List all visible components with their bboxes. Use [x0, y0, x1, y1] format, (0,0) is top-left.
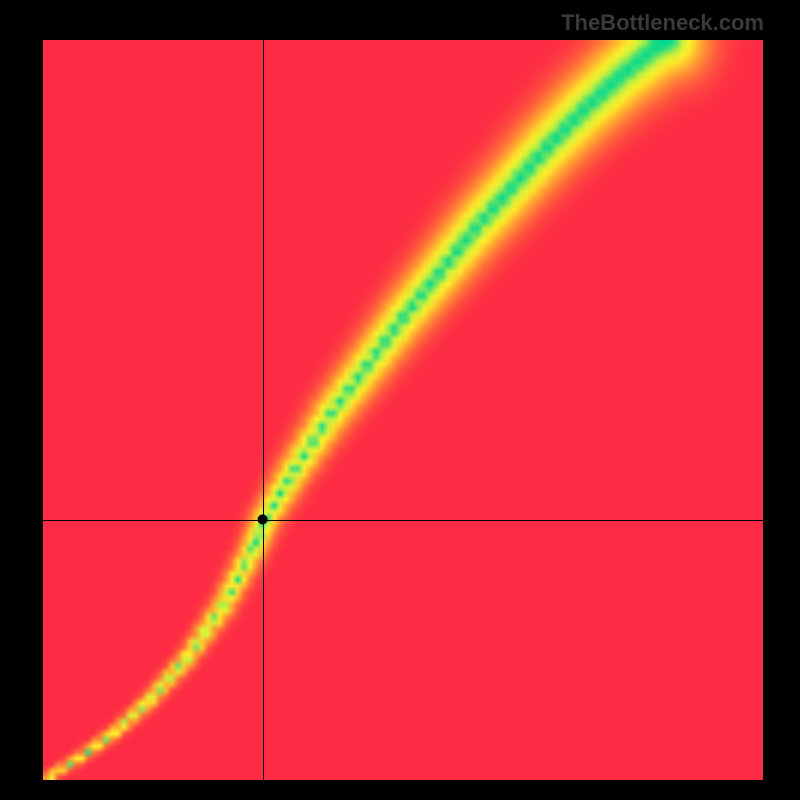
watermark-text: TheBottleneck.com [561, 10, 764, 36]
chart-container: TheBottleneck.com [0, 0, 800, 800]
bottleneck-heatmap [43, 40, 763, 780]
